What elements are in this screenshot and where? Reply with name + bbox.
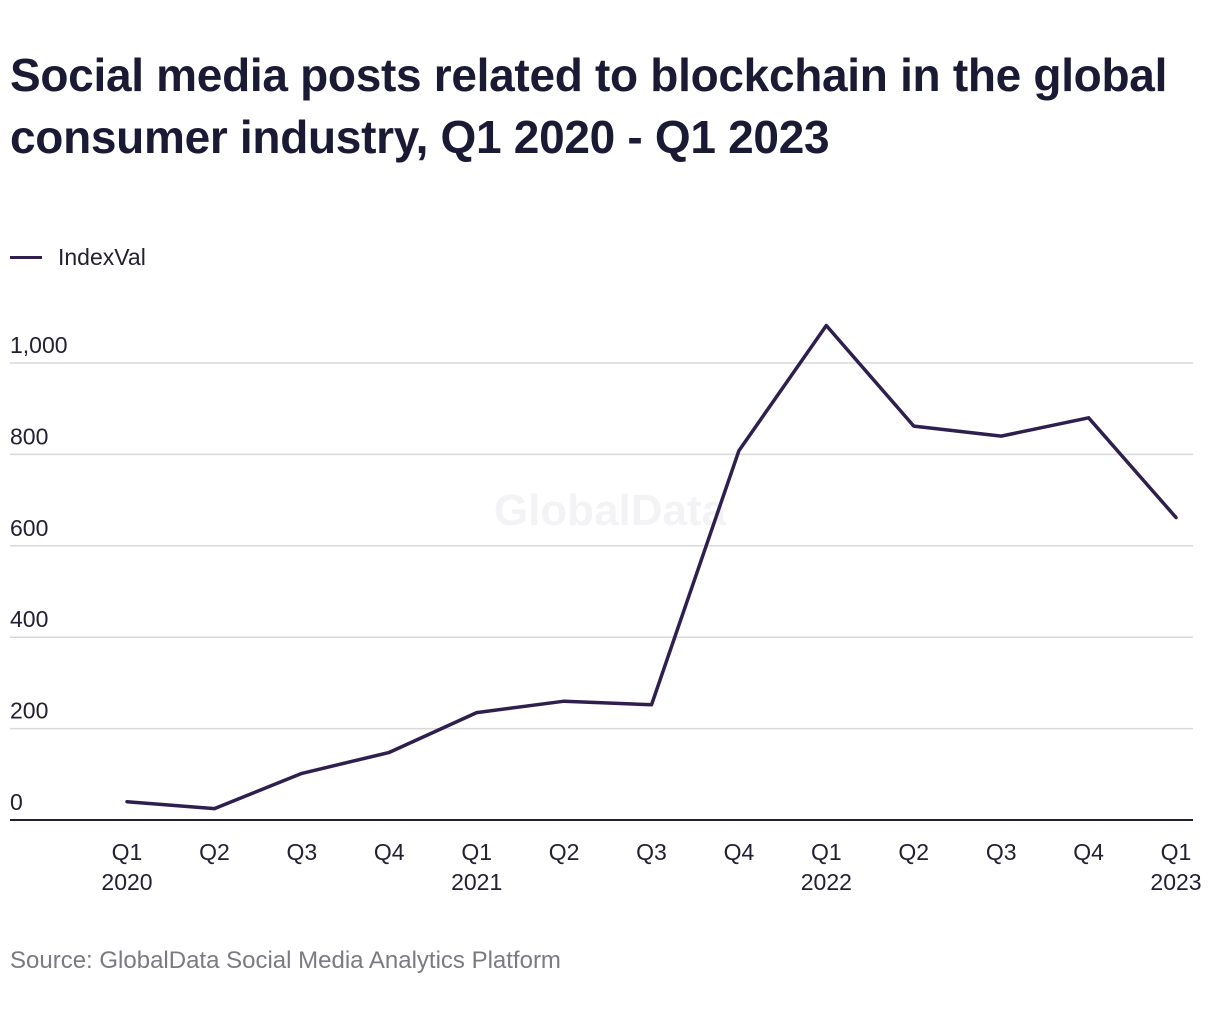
gridlines: [10, 362, 1193, 821]
y-tick-label-800: 800: [10, 423, 48, 449]
x-axis-ticks: Q1 2020 Q2 Q3 Q4 Q1 2021 Q2 Q3 Q4 Q1 2022 Q2 Q3 Q4 Q1 20…: [101, 839, 1201, 895]
x-tick-label-7: Q4: [724, 839, 755, 865]
x-tick-label-8: Q1: [811, 839, 842, 865]
x-tick-label-11: Q4: [1073, 839, 1104, 865]
x-tick-label-1: Q2: [199, 839, 230, 865]
x-tick-label-9: Q2: [898, 839, 929, 865]
x-tick-label-4: Q1: [461, 839, 492, 865]
y-tick-label-200: 200: [10, 698, 48, 724]
x-tick-label-2: Q3: [286, 839, 317, 865]
x-tick-label-3: Q4: [374, 839, 405, 865]
x-tick-label-0: Q1: [112, 839, 143, 865]
x-tick-label-10: Q3: [986, 839, 1017, 865]
y-tick-label-0: 0: [10, 789, 23, 815]
x-tick-year-8: 2022: [801, 869, 852, 895]
y-axis-ticks: 0 200 400 600 800 1,000: [10, 332, 68, 815]
y-tick-label-1000: 1,000: [10, 332, 68, 358]
x-tick-year-0: 2020: [101, 869, 152, 895]
legend-label-indexval: IndexVal: [58, 243, 146, 270]
watermark-text: GlobalData: [494, 486, 727, 535]
chart-title: Social media posts related to blockchain…: [10, 49, 1168, 163]
x-tick-label-5: Q2: [549, 839, 580, 865]
y-tick-label-400: 400: [10, 606, 48, 632]
x-tick-label-12: Q1: [1161, 839, 1192, 865]
source-note: Source: GlobalData Social Media Analytic…: [10, 947, 561, 974]
legend-swatch-indexval: [10, 255, 42, 259]
series-line-indexval: [125, 323, 1178, 811]
x-tick-year-4: 2021: [451, 869, 502, 895]
x-tick-year-12: 2023: [1150, 869, 1201, 895]
legend: IndexVal: [10, 243, 146, 271]
line-chart: GlobalData 0 200 400 600 800 1,000 Q1 2020 Q2 Q3…: [10, 323, 1202, 895]
y-tick-label-600: 600: [10, 515, 48, 541]
x-tick-label-6: Q3: [636, 839, 667, 865]
series-layer: [125, 323, 1178, 811]
